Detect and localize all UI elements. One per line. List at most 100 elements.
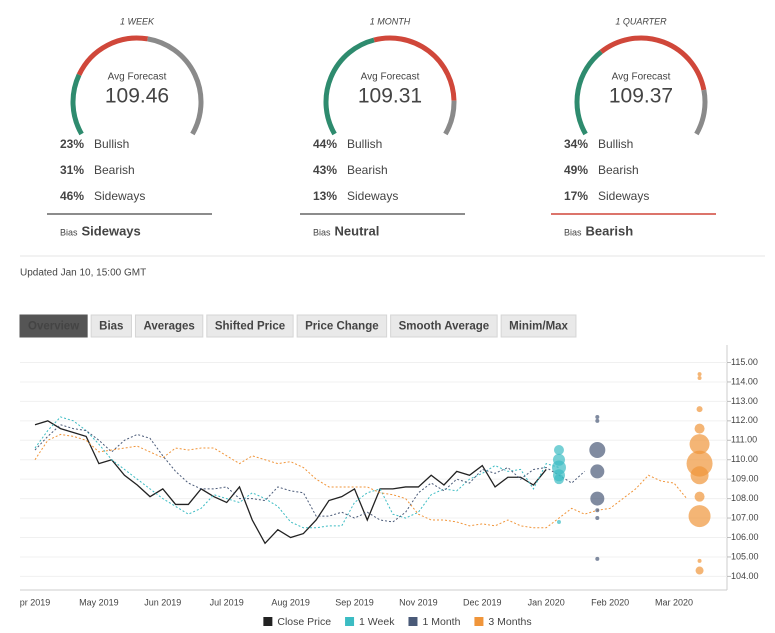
forecast-bubble (595, 556, 600, 561)
forecast-bubble (553, 474, 564, 485)
stat-percent: 49% (564, 163, 588, 177)
forecast-bubble (590, 491, 605, 506)
tab-box (90, 314, 132, 338)
forecast-bubble (595, 414, 600, 419)
x-tick-label: Nov 2019 (399, 597, 438, 607)
forecast-bubble (697, 376, 702, 381)
forecast-bubble (595, 516, 600, 521)
gauge-label: Avg Forecast (108, 72, 167, 83)
stat-name: Sideways (598, 189, 649, 203)
y-tick-label: 115.00 (731, 357, 758, 367)
x-tick-label: Jan 2020 (528, 597, 565, 607)
tab-box (500, 314, 577, 338)
tab[interactable]: Price Change (296, 314, 388, 338)
gauge-value: 109.31 (358, 85, 422, 108)
gauge-arc (599, 35, 707, 91)
updated-note: Updated Jan 10, 15:00 GMT (20, 268, 146, 279)
gauge-period: 1 WEEK (120, 16, 155, 26)
gauge-value: 109.37 (609, 85, 673, 108)
tab-label: Minim/Max (509, 321, 568, 333)
x-tick-label: Jun 2019 (144, 597, 181, 607)
tab[interactable]: Bias (90, 314, 132, 338)
gauge-period: 1 MONTH (370, 16, 411, 26)
tab-box (296, 314, 388, 338)
series-line (34, 433, 688, 529)
forecast-bubble (697, 372, 702, 377)
stat-percent: 31% (60, 163, 84, 177)
stat-name: Bullish (598, 137, 633, 151)
y-tick-label: 114.00 (731, 376, 758, 386)
stat-name: Bullish (94, 137, 129, 151)
y-tick-label: 108.00 (731, 493, 759, 503)
tab[interactable]: Shifted Price (206, 314, 294, 338)
legend-label: 1 Week (359, 616, 395, 628)
tab-label: Bias (99, 321, 123, 333)
gauge-arc (694, 89, 708, 136)
bias-value: Neutral (335, 223, 380, 238)
y-tick-label: 107.00 (731, 512, 759, 522)
gauge-arc (373, 35, 457, 101)
series-line (34, 416, 560, 529)
y-tick-label: 111.00 (731, 435, 757, 445)
tab-label: Shifted Price (215, 321, 285, 333)
x-tick-label: Dec 2019 (463, 597, 502, 607)
tab-label: Price Change (305, 321, 379, 333)
y-tick-label: 104.00 (731, 571, 759, 581)
y-tick-label: 110.00 (731, 454, 758, 464)
forecast-bubble (689, 434, 710, 455)
tab[interactable]: Overview (19, 314, 88, 338)
stat-percent: 46% (60, 189, 84, 203)
tab-label: Averages (143, 321, 194, 333)
forecast-bubble (694, 491, 705, 502)
x-tick-label: Jul 2019 (210, 597, 244, 607)
gauge-period: 1 QUARTER (615, 16, 667, 26)
gauge-label: Avg Forecast (612, 72, 671, 83)
x-tick-label: pr 2019 (20, 597, 51, 607)
stat-name: Bearish (347, 163, 388, 177)
gauge-arc (76, 35, 149, 76)
y-tick-label: 113.00 (731, 396, 758, 406)
legend-swatch (408, 617, 418, 626)
y-tick-label: 112.00 (731, 415, 758, 425)
forecast-bubble (690, 466, 709, 485)
stat-percent: 17% (564, 189, 588, 203)
stat-name: Bearish (598, 163, 639, 177)
x-tick-label: Feb 2020 (591, 597, 629, 607)
tab-box (206, 314, 294, 338)
tab[interactable]: Smooth Average (390, 314, 498, 338)
bias-label: Bias (313, 227, 331, 237)
legend-swatch (263, 617, 273, 626)
tab[interactable]: Minim/Max (500, 314, 577, 338)
forecast-bubble (595, 508, 600, 513)
legend-swatch (474, 617, 484, 626)
x-tick-label: Sep 2019 (335, 597, 374, 607)
y-tick-label: 106.00 (731, 532, 759, 542)
bias-label: Bias (60, 227, 78, 237)
forecast-bubble (695, 566, 704, 575)
tab[interactable]: Averages (134, 314, 204, 338)
gauge-value: 109.46 (105, 85, 169, 108)
gauge-arc (323, 37, 375, 136)
forecast-bubble (595, 418, 600, 423)
forecast-bubble (590, 464, 605, 479)
forecast-bubble (697, 558, 702, 563)
forecast-bubble (589, 442, 606, 458)
series-line (34, 420, 547, 545)
stat-name: Bullish (347, 137, 382, 151)
series-line (34, 424, 585, 523)
legend: Close Price 1 Week 1 Month 3 Months (263, 616, 532, 628)
gauge-arc (147, 36, 204, 136)
gauge-arc (443, 100, 457, 136)
stat-percent: 13% (313, 189, 337, 203)
stat-percent: 23% (60, 137, 84, 151)
x-tick-label: May 2019 (79, 597, 119, 607)
gauge-arc (574, 49, 603, 136)
forecast-bubble (694, 423, 705, 434)
tab-box (134, 314, 204, 338)
y-tick-label: 105.00 (731, 551, 759, 561)
forecast-bubble (696, 406, 703, 413)
forecast-bubble (553, 445, 564, 455)
legend-label: Close Price (277, 616, 331, 628)
tab-box (19, 314, 88, 338)
